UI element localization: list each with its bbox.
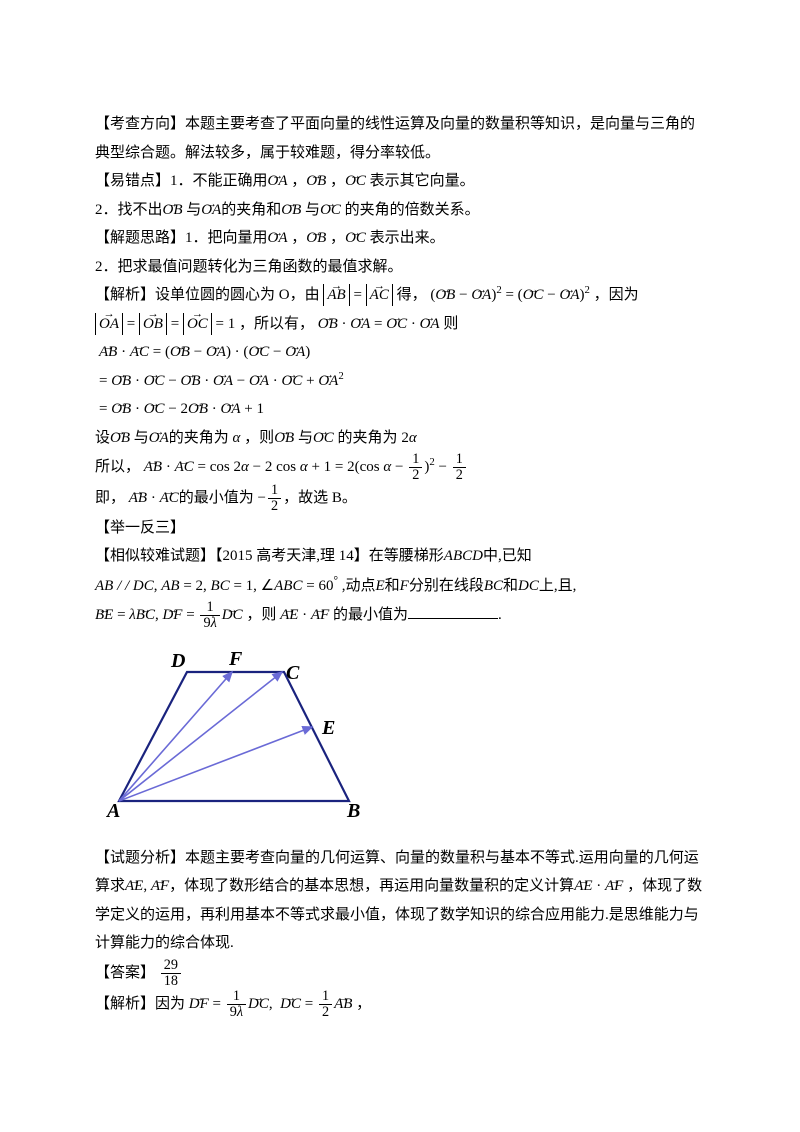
section-extend: 【举一反三】: [95, 514, 705, 543]
answer: 【答案】 2918: [95, 958, 705, 989]
eq-line3: = OB · OC − 2OB · OA + 1: [99, 395, 705, 424]
label: 【答案】: [95, 965, 155, 981]
similar-problem: 【相似较难试题】【2015 高考天津,理 14】在等腰梯形ABCD中,已知: [95, 542, 705, 571]
section-exam-direction: 【考查方向】本题主要考查了平面向量的线性运算及向量的数量积等知识，是向量与三角的…: [95, 110, 705, 167]
label: 【试题分析】: [95, 850, 185, 866]
label-C: C: [286, 662, 300, 684]
label-B: B: [346, 800, 360, 822]
cos-line: 所以， AB · AC = cos 2α − 2 cos α + 1 = 2(c…: [95, 452, 705, 483]
label: 【相似较难试题】【2015 高考天津,理 14】: [95, 548, 369, 564]
vec-OB: OB: [306, 173, 326, 189]
section-easy-error-2: 2．找不出OB 与OA的夹角和OB 与OC 的夹角的倍数关系。: [95, 196, 705, 225]
abs-AB: AB: [323, 284, 349, 306]
vec-OA: OA: [268, 173, 288, 189]
min-line: 即， AB · AC的最小值为 −12，故选 B。: [95, 483, 705, 514]
angle-line: 设OB 与OA的夹角为 α ，则OB 与OC 的夹角为 2α: [95, 424, 705, 453]
answer-blank: [408, 603, 498, 619]
section-analysis-start: 【解析】设单位圆的圆心为 O，由 AB = AC 得， (OB − OA)2 =…: [95, 281, 705, 310]
label: 【解题思路】: [95, 230, 185, 246]
page: 【考查方向】本题主要考查了平面向量的线性运算及向量的数量积等知识，是向量与三角的…: [0, 0, 800, 1132]
label-F: F: [228, 648, 243, 670]
vec-OC: OC: [345, 173, 366, 189]
text: 本题主要考查了平面向量的线性运算及向量的数量积等知识，是向量与三角的典型综合题。…: [95, 116, 695, 161]
problem-analysis: 【试题分析】本题主要考查向量的几何运算、向量的数量积与基本不等式.运用向量的几何…: [95, 844, 705, 958]
eq-line1: AB · AC = (OB − OA) · (OC − OA): [99, 338, 705, 367]
label-A: A: [105, 800, 120, 822]
abs-AC: AC: [366, 284, 393, 306]
answer-fraction: 2918: [161, 958, 181, 989]
label: 【举一反三】: [95, 520, 185, 536]
label-E: E: [321, 717, 335, 739]
section-easy-error-1: 【易错点】1．不能正确用OA ，OB ，OC 表示其它向量。: [95, 167, 705, 196]
section-strategy-1: 【解题思路】1．把向量用OA ，OB ，OC 表示出来。: [95, 224, 705, 253]
label: 【解析】: [95, 996, 155, 1012]
analysis-line2: OA = OB = OC = 1 ，所以有， OB · OA = OC · OA…: [95, 310, 705, 339]
similar-eq: BE = λBC, DF = 19λDC ，则 AE · AF 的最小值为.: [95, 600, 705, 631]
solution: 【解析】因为 DF = 19λDC, DC = 12AB ，: [95, 989, 705, 1020]
label: 【解析】: [95, 287, 155, 303]
trapezoid-diagram: A B C D E F: [89, 637, 705, 838]
similar-cond: AB / / DC, AB = 2, BC = 1, ∠ABC = 60° ,动…: [95, 571, 705, 601]
eq-line2: = OB · OC − OB · OA − OA · OC + OA2: [99, 367, 705, 396]
section-strategy-2: 2．把求最值问题转化为三角函数的最值求解。: [95, 253, 705, 282]
label-D: D: [170, 650, 185, 672]
label: 【易错点】: [95, 173, 170, 189]
label: 【考查方向】: [95, 116, 185, 132]
